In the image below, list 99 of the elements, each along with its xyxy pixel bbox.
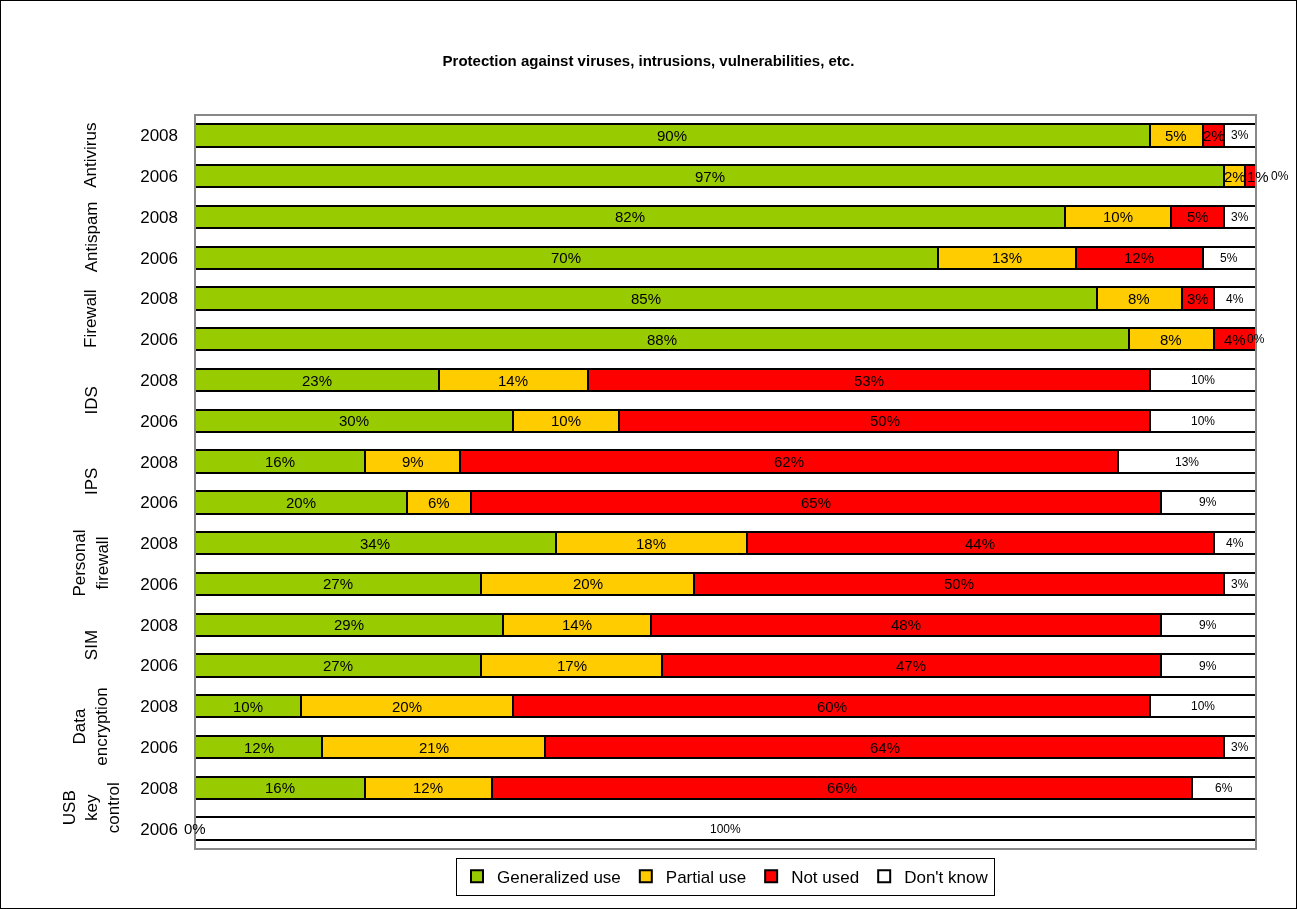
data-label: 97% — [695, 168, 726, 185]
data-label: 34% — [360, 535, 391, 552]
data-label: 3% — [1231, 740, 1249, 754]
text: Firewall — [81, 289, 101, 348]
data-label: 10% — [1191, 699, 1216, 713]
y-tick-label: 2006 — [140, 167, 178, 187]
data-label: 47% — [896, 657, 927, 674]
y-tick-label: 2008 — [140, 371, 178, 391]
data-label: 10% — [551, 412, 582, 429]
data-label: 60% — [817, 698, 848, 715]
data-label: 70% — [551, 249, 582, 266]
data-label: 3% — [1231, 210, 1249, 224]
y-tick-label: 2006 — [140, 738, 178, 758]
y-tick-label: 2008 — [140, 615, 178, 635]
data-label: 12% — [1124, 249, 1155, 266]
data-label: 9% — [402, 453, 424, 470]
data-label: 14% — [498, 372, 529, 389]
text: SIM — [81, 629, 101, 661]
data-label: 48% — [891, 616, 922, 633]
data-label: 53% — [854, 372, 885, 389]
data-label: 88% — [647, 331, 678, 348]
data-label: 27% — [323, 575, 354, 592]
text: USB key control — [59, 782, 123, 834]
data-label: 27% — [323, 657, 354, 674]
text: Personal firewall — [70, 529, 112, 597]
data-label: 10% — [1103, 208, 1134, 225]
y-tick-label: 2006 — [140, 493, 178, 513]
y-tick-label: 2006 — [140, 411, 178, 431]
data-label: 4% — [1224, 331, 1246, 348]
text: IDS — [81, 386, 101, 415]
y-tick-label: 2006 — [140, 819, 178, 839]
y-tick-label: 2008 — [140, 207, 178, 227]
data-label: 12% — [413, 779, 444, 796]
chart-title: Protection against viruses, intrusions, vulnerabilities, etc. — [442, 51, 855, 69]
data-label: 3% — [1231, 577, 1249, 591]
data-label: 90% — [657, 127, 688, 144]
data-label: 20% — [392, 698, 423, 715]
data-label: 0% — [1271, 169, 1289, 183]
y-tick-label: 2006 — [140, 330, 178, 350]
y-tick-label: 2006 — [140, 574, 178, 594]
legend-label: Partial use — [665, 867, 747, 887]
data-label: 10% — [1191, 414, 1216, 428]
data-label: 4% — [1226, 292, 1244, 306]
data-label: 30% — [339, 412, 370, 429]
text: IPS — [82, 467, 102, 496]
legend-label: Generalized use — [497, 867, 621, 887]
data-label: 12% — [244, 739, 275, 756]
data-label: 3% — [1231, 128, 1249, 142]
y-tick-label: 2008 — [140, 697, 178, 717]
data-label: 85% — [631, 290, 662, 307]
data-label: 82% — [615, 208, 646, 225]
data-label: 5% — [1165, 127, 1187, 144]
data-label: 10% — [233, 698, 264, 715]
data-label: 44% — [965, 535, 996, 552]
data-label: 16% — [265, 779, 296, 796]
data-label: 10% — [1191, 373, 1216, 387]
data-label: 16% — [265, 453, 296, 470]
legend-label: Not used — [791, 867, 860, 887]
data-label: 6% — [1215, 781, 1233, 795]
data-label: 3% — [1187, 290, 1209, 307]
y-tick-label: 2008 — [140, 289, 178, 309]
data-label: 29% — [334, 616, 365, 633]
data-label: 9% — [1199, 618, 1217, 632]
data-label: 17% — [557, 657, 588, 674]
data-label: 66% — [827, 779, 858, 796]
data-label: 13% — [1175, 455, 1200, 469]
data-label: 13% — [992, 249, 1023, 266]
data-label: 64% — [870, 739, 901, 756]
data-label: 8% — [1160, 331, 1182, 348]
data-label: 5% — [1187, 208, 1209, 225]
data-label: 62% — [774, 453, 805, 470]
data-label: 20% — [286, 494, 317, 511]
data-label: 21% — [419, 739, 450, 756]
data-label: 100% — [710, 822, 742, 836]
data-label: 50% — [944, 575, 975, 592]
y-tick-label: 2006 — [140, 248, 178, 268]
text: Antispam — [81, 201, 101, 273]
data-label: 65% — [801, 494, 832, 511]
data-label: 0% — [184, 820, 206, 837]
data-label: 23% — [302, 372, 333, 389]
data-label: 14% — [562, 616, 593, 633]
data-label: 9% — [1199, 659, 1217, 673]
data-label: 18% — [636, 535, 667, 552]
y-tick-label: 2008 — [140, 452, 178, 472]
data-label: 0% — [1247, 332, 1265, 346]
data-label: 9% — [1199, 495, 1217, 509]
y-tick-label: 2008 — [140, 778, 178, 798]
text: Antivirus — [81, 122, 101, 188]
data-label: 20% — [573, 575, 604, 592]
y-tick-label: 2008 — [140, 534, 178, 554]
y-tick-label: 2006 — [140, 656, 178, 676]
y-tick-label: 2008 — [140, 126, 178, 146]
legend-label: Don't know — [904, 867, 989, 887]
data-label: 5% — [1220, 251, 1238, 265]
text: Data encryption — [70, 687, 112, 766]
data-label: 50% — [870, 412, 901, 429]
data-label: 6% — [428, 494, 450, 511]
data-label: 8% — [1128, 290, 1150, 307]
data-label: 4% — [1226, 536, 1244, 550]
